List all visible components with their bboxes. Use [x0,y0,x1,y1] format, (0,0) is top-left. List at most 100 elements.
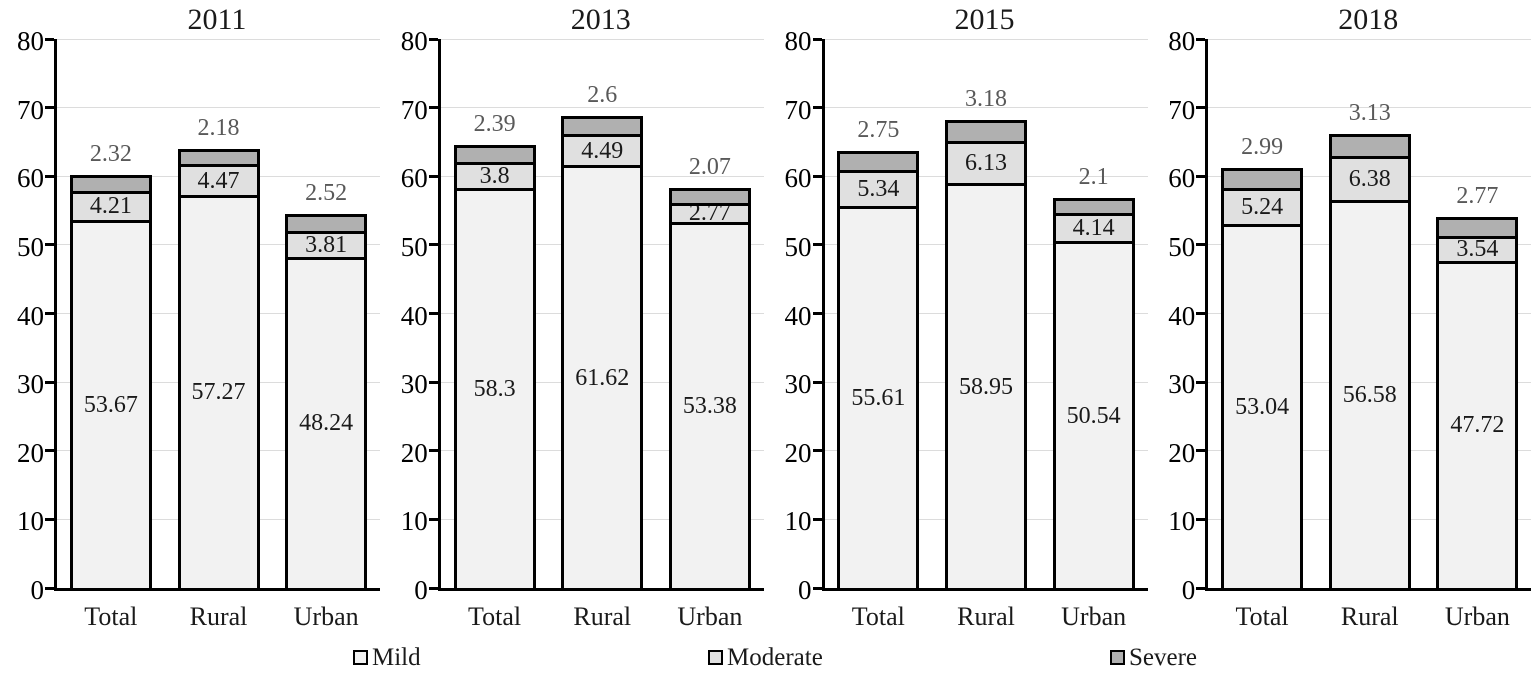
category-label: Rural [957,602,1015,631]
segment-moderate: 3.81 [285,230,368,260]
segment-severe [561,116,644,138]
panel-title: 2018 [1338,3,1399,36]
category-label: Total [1235,602,1289,631]
y-axis-tick-label: 50 [400,231,428,262]
bar-rural: 57.27 4.47 [177,149,260,591]
category-label: Urban [1444,602,1510,631]
legend-swatch-mild-icon [353,650,368,665]
bar-urban: 47.72 3.54 [1436,217,1519,591]
y-axis-tick-mark [45,449,54,453]
y-axis-tick-mark [45,517,54,521]
y-axis-tick-label: 10 [17,506,44,537]
value-label-severe: 2.6 [587,82,618,109]
category-label: Total [851,602,905,631]
gridline [57,107,380,109]
segment-moderate: 4.21 [69,190,152,223]
y-axis-tick-label: 80 [784,26,812,56]
y-axis-tick-label: 10 [400,506,428,537]
value-label-mild: 53.04 [1235,393,1290,420]
legend-label-moderate: Moderate [727,644,823,671]
y-axis-tick-label: 30 [400,369,428,400]
y-axis-tick-mark [428,106,438,110]
y-axis-tick-label: 20 [400,437,428,468]
segment-severe [1328,134,1411,159]
chart-panel-2018: 0 10 20 30 40 50 60 70 80 2018 53.04 5.24 2.99 Total 5… [1151,0,1535,675]
y-axis-tick-mark [428,380,438,384]
segment-severe [1221,167,1304,192]
y-axis-tick-label: 70 [400,94,428,125]
y-axis-tick-label: 30 [17,369,44,400]
segment-severe [453,145,536,165]
y-axis-tick-mark [428,243,438,247]
y-axis-tick-label: 70 [784,94,812,125]
y-axis-tick-mark [1196,243,1206,247]
y-axis-tick-mark [45,174,54,178]
chart-panel-2015: 0 10 20 30 40 50 60 70 80 2015 55.61 5.34 2.75 Total 5… [768,0,1152,675]
y-axis-tick-label: 40 [784,300,812,331]
y-axis-tick-label: 50 [1168,231,1196,262]
segment-mild: 48.24 [285,256,368,591]
y-axis-tick-mark [428,449,438,453]
value-label-moderate: 4.21 [89,193,132,220]
category-label: Rural [1340,602,1399,631]
value-label-moderate: 4.14 [1072,214,1115,241]
value-label-moderate: 6.38 [1348,165,1391,192]
y-axis-tick-mark [45,37,54,41]
y-axis-tick-label: 0 [414,575,428,605]
segment-moderate: 3.54 [1436,236,1519,264]
legend-swatch-severe-icon [1110,650,1125,665]
y-axis-tick-mark [812,174,822,178]
value-label-mild: 48.24 [299,410,354,437]
segment-mild: 58.3 [453,187,536,591]
gridline [57,38,380,40]
y-axis-tick-mark [45,380,54,384]
value-label-mild: 61.62 [575,364,630,391]
y-axis-tick-label: 10 [1168,506,1196,537]
y-axis-tick-mark [1196,380,1206,384]
value-label-severe: 2.75 [857,116,900,143]
segment-severe [668,188,751,206]
segment-moderate: 5.34 [837,169,920,210]
value-label-mild: 47.72 [1450,412,1505,439]
segment-severe [945,119,1027,145]
value-label-moderate: 3.81 [305,231,348,258]
y-axis-tick-mark [428,517,438,521]
segment-mild: 50.54 [1052,241,1135,591]
segment-moderate: 4.14 [1052,212,1135,245]
category-label: Total [84,602,138,631]
segment-mild: 61.62 [561,165,644,591]
chart-panel-2013: 0 10 20 30 40 50 60 70 80 2013 58.3 3.8 2.39 Total 61.… [384,0,768,675]
category-label: Rural [573,602,632,631]
y-axis-tick-mark [1196,106,1206,110]
y-axis-tick-mark [812,37,822,41]
value-label-moderate: 4.47 [197,167,240,194]
bar-urban: 48.24 3.81 [285,213,368,591]
y-axis-tick-mark [45,586,54,590]
y-axis-tick-mark [812,106,822,110]
value-label-moderate: 5.24 [1241,194,1284,221]
y-axis-tick-mark [1196,174,1206,178]
segment-moderate: 4.47 [177,164,260,198]
bar-rural: 56.58 6.38 [1328,134,1411,591]
y-axis-tick-label: 60 [400,163,428,194]
value-label-moderate: 6.13 [965,150,1007,177]
bar-total: 53.67 4.21 [69,174,152,591]
segment-mild: 55.61 [837,206,920,591]
y-axis-tick-label: 40 [17,300,44,331]
y-axis-tick-label: 50 [784,231,812,262]
y-axis-line [437,39,441,591]
value-label-severe: 2.18 [197,115,240,142]
value-label-mild: 58.95 [959,373,1013,400]
value-label-mild: 57.27 [191,379,246,406]
value-label-severe: 2.99 [1241,133,1284,160]
y-axis-tick-label: 20 [1168,437,1196,468]
value-label-severe: 2.07 [688,154,731,181]
segment-severe [1436,217,1519,240]
category-label: Urban [1061,602,1127,631]
y-axis-tick-mark [45,106,54,110]
gridline [824,107,1148,109]
y-axis-tick-label: 60 [784,163,812,194]
y-axis-tick-mark [1196,449,1206,453]
y-axis-line [1205,39,1209,591]
segment-severe [69,174,152,194]
